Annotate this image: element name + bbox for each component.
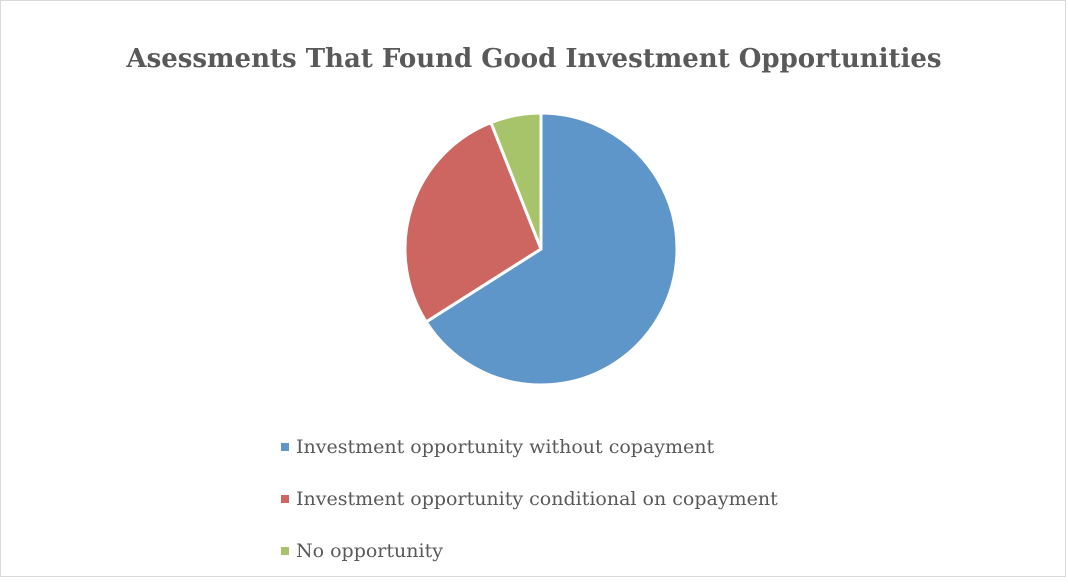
pie-chart [403, 111, 679, 387]
pie-slice-no-opportunity [489, 111, 543, 251]
legend-item-conditional-on-copayment: Investment opportunity conditional on co… [281, 483, 881, 515]
legend-label: Investment opportunity without copayment [296, 436, 715, 458]
legend-item-no-opportunity: No opportunity [281, 535, 881, 567]
legend-label: No opportunity [296, 540, 443, 562]
chart-legend: Investment opportunity without copayment… [281, 431, 881, 587]
legend-label: Investment opportunity conditional on co… [296, 488, 778, 510]
legend-swatch-red [281, 495, 289, 503]
legend-swatch-green [281, 547, 289, 555]
legend-swatch-blue [281, 443, 289, 451]
pie-slice-investment-opportunity-without-copayment [424, 111, 679, 387]
pie-slice-investment-opportunity-conditional-on-copayment [403, 121, 543, 324]
legend-item-without-copayment: Investment opportunity without copayment [281, 431, 881, 463]
chart-title: Asessments That Found Good Investment Op… [126, 44, 942, 74]
